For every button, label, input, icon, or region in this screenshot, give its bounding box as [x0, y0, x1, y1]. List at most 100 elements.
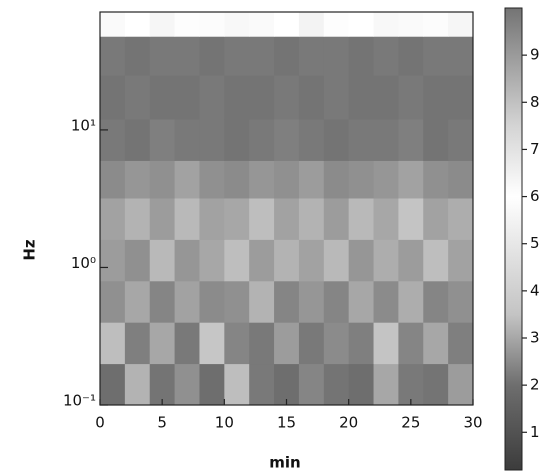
heatmap-cell	[199, 160, 225, 199]
heatmap-cell	[348, 75, 375, 120]
heatmap-cell	[174, 75, 200, 120]
heatmap-cell	[174, 239, 200, 282]
heatmap-cell	[373, 363, 399, 406]
x-tick-label: 0	[95, 414, 105, 432]
heatmap-cell	[323, 119, 350, 161]
heatmap-cell	[398, 119, 424, 161]
colorbar-tick-label: 4	[530, 281, 540, 299]
heatmap-cell	[398, 75, 424, 120]
heatmap-cell	[174, 363, 200, 406]
heatmap-cell	[448, 75, 474, 120]
heatmap-cell	[199, 75, 225, 120]
heatmap-cell	[348, 322, 375, 365]
heatmap-cell	[274, 119, 300, 161]
heatmap-cell	[199, 36, 225, 76]
heatmap-cell	[298, 36, 325, 76]
heatmap-cell	[224, 119, 250, 161]
heatmap-cell	[423, 280, 449, 323]
heatmap-cell	[124, 160, 151, 199]
colorbar-tick-label: 1	[530, 423, 540, 441]
heatmap-cell	[348, 239, 375, 282]
colorbar-tick-label: 8	[530, 93, 540, 111]
heatmap-cell	[249, 12, 275, 37]
heatmap-cell	[249, 239, 275, 282]
heatmap-cell	[323, 12, 350, 37]
heatmap-cell	[100, 280, 126, 323]
heatmap-cell	[348, 119, 375, 161]
heatmap-cell	[423, 363, 449, 406]
heatmap-cell	[100, 322, 126, 365]
heatmap-cell	[323, 197, 350, 240]
heatmap-cell	[149, 322, 176, 365]
heatmap-cell	[100, 36, 126, 76]
heatmap-cell	[224, 363, 250, 406]
heatmap-cell	[373, 12, 399, 37]
y-tick-label: 10¹	[71, 116, 96, 134]
heatmap-cell	[398, 239, 424, 282]
heatmap-cell	[373, 322, 399, 365]
heatmap-cell	[448, 363, 474, 406]
heatmap-cell	[448, 36, 474, 76]
heatmap-cell	[423, 36, 449, 76]
heatmap-cell	[298, 160, 325, 199]
heatmap-cell	[149, 239, 176, 282]
heatmap-cell	[124, 239, 151, 282]
heatmap-cell	[274, 322, 300, 365]
heatmap-cell	[224, 12, 250, 37]
heatmap-cell	[100, 160, 126, 199]
heatmap-cell	[124, 197, 151, 240]
heatmap-cell	[224, 239, 250, 282]
heatmap-cell	[423, 160, 449, 199]
heatmap-cell	[274, 239, 300, 282]
heatmap-cell	[423, 197, 449, 240]
heatmap-cell	[323, 75, 350, 120]
heatmap-cell	[398, 36, 424, 76]
x-tick-label: 30	[463, 414, 482, 432]
heatmap-cell	[348, 363, 375, 406]
heatmap-cell	[224, 75, 250, 120]
heatmap-cell	[199, 363, 225, 406]
heatmap-cell	[149, 12, 176, 37]
heatmap-cell	[348, 160, 375, 199]
heatmap-cell	[323, 239, 350, 282]
heatmap-cell	[448, 322, 474, 365]
heatmap-cell	[224, 322, 250, 365]
heatmap-cell	[448, 12, 474, 37]
heatmap-cell	[149, 119, 176, 161]
heatmap-cell	[249, 197, 275, 240]
heatmap-cell	[298, 363, 325, 406]
heatmap-cell	[174, 160, 200, 199]
heatmap-cell	[100, 12, 126, 37]
heatmap-cell	[174, 36, 200, 76]
heatmap-cell	[398, 322, 424, 365]
heatmap-cell	[348, 197, 375, 240]
x-tick-label: 15	[277, 414, 296, 432]
heatmap-cell	[298, 239, 325, 282]
heatmap-cell	[249, 322, 275, 365]
heatmap-cell	[373, 119, 399, 161]
heatmap-cell	[298, 75, 325, 120]
heatmap-cell	[174, 280, 200, 323]
heatmap-cell	[274, 197, 300, 240]
heatmap-cell	[323, 363, 350, 406]
heatmap-cell	[274, 363, 300, 406]
heatmap-cell	[448, 280, 474, 323]
x-tick-label: 10	[215, 414, 234, 432]
colorbar-tick-label: 7	[530, 140, 540, 158]
heatmap-cell	[124, 363, 151, 406]
heatmap-cell	[398, 363, 424, 406]
heatmap-cell	[100, 363, 126, 406]
heatmap-cell	[423, 239, 449, 282]
heatmap-cell	[224, 280, 250, 323]
heatmap-cell	[323, 322, 350, 365]
heatmap-cell	[398, 160, 424, 199]
heatmap-cell	[100, 239, 126, 282]
y-tick-label: 10⁻¹	[63, 392, 96, 410]
heatmap-cell	[249, 36, 275, 76]
heatmap-cell	[149, 36, 176, 76]
heatmap-cell	[348, 12, 375, 37]
heatmap-cell	[199, 239, 225, 282]
x-tick-label: 20	[339, 414, 358, 432]
heatmap-cell	[224, 197, 250, 240]
heatmap-cell	[174, 322, 200, 365]
